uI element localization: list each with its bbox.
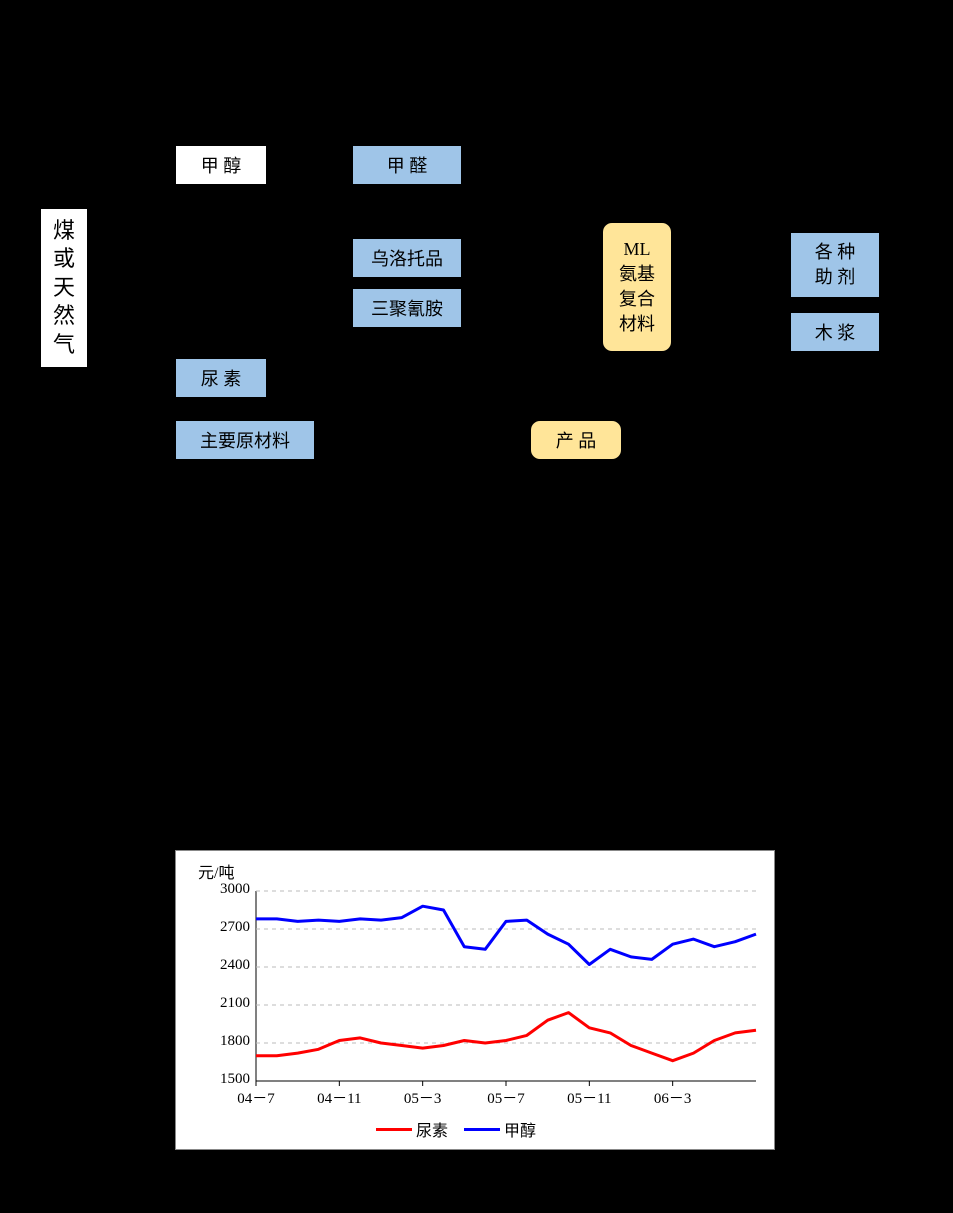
series-line-1 [256, 906, 756, 964]
box-formaldehyde: 甲 醛 [352, 145, 462, 185]
box-methanol: 甲 醇 [175, 145, 267, 185]
ytick-2100: 2100 [196, 995, 250, 1012]
xtick-2: 05－3 [388, 1087, 458, 1108]
legend-label-urea: 尿素 [416, 1117, 448, 1141]
legend-item-urea: 尿素 [376, 1117, 448, 1141]
legend-item-methanol: 甲醇 [464, 1117, 536, 1141]
box-urotropin: 乌洛托品 [352, 238, 462, 278]
box-urea: 尿 素 [175, 358, 267, 398]
box-ml_composite: ML氨基复合材料 [602, 222, 672, 352]
box-melamine: 三聚氰胺 [352, 288, 462, 328]
legend-line-methanol [464, 1128, 500, 1131]
box-coal: 煤或天然气 [40, 208, 88, 368]
xtick-0: 04－7 [221, 1087, 291, 1108]
chart-legend: 尿素 甲醇 [376, 1117, 536, 1141]
price-chart: 元/吨 150018002100240027003000 04－704－1105… [175, 850, 775, 1150]
box-product_legend: 产 品 [530, 420, 622, 460]
box-raw_mat_legend: 主要原材料 [175, 420, 315, 460]
xtick-5: 06－3 [638, 1087, 708, 1108]
ytick-1500: 1500 [196, 1071, 250, 1088]
flowchart-diagram: 煤或天然气甲 醇尿 素甲 醛乌洛托品三聚氰胺ML氨基复合材料各 种助 剂木 浆主… [0, 60, 953, 440]
box-additive: 各 种助 剂 [790, 232, 880, 298]
ytick-2700: 2700 [196, 919, 250, 936]
xtick-4: 05－11 [554, 1087, 624, 1108]
ytick-1800: 1800 [196, 1033, 250, 1050]
legend-line-urea [376, 1128, 412, 1131]
box-pulp: 木 浆 [790, 312, 880, 352]
series-line-0 [256, 1013, 756, 1061]
legend-label-methanol: 甲醇 [504, 1117, 536, 1141]
ytick-2400: 2400 [196, 957, 250, 974]
xtick-3: 05－7 [471, 1087, 541, 1108]
ytick-3000: 3000 [196, 881, 250, 898]
xtick-1: 04－11 [304, 1087, 374, 1108]
